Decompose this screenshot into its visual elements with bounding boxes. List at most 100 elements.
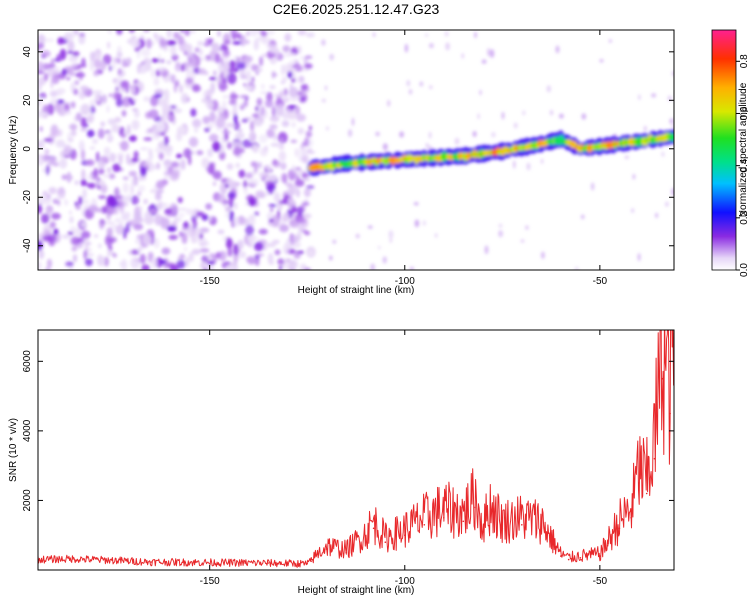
noise-speckle — [273, 192, 281, 203]
noise-speckle — [38, 76, 47, 86]
noise-speckle — [293, 252, 301, 259]
noise-speckle — [288, 194, 293, 204]
noise-speckle — [106, 195, 116, 206]
noise-speckle — [157, 152, 165, 160]
noise-speckle — [209, 76, 217, 81]
noise-speckle — [520, 239, 525, 243]
noise-speckle — [300, 147, 309, 156]
noise-speckle — [47, 103, 55, 116]
noise-speckle — [120, 195, 129, 205]
noise-speckle — [115, 98, 123, 107]
noise-speckle — [285, 181, 293, 188]
noise-speckle — [87, 174, 93, 181]
noise-speckle — [63, 144, 72, 154]
noise-speckle — [126, 57, 132, 66]
snr-y-ticks: 2000 4000 6000 — [22, 350, 674, 512]
noise-speckle — [116, 30, 123, 35]
noise-speckle — [291, 78, 296, 83]
noise-speckle — [294, 167, 302, 171]
noise-speckle — [226, 142, 232, 150]
noise-speckle — [99, 61, 107, 71]
spectrogram-panel: -150 -100 -50 -40 -20 0 20 40 Height of straig… — [8, 29, 675, 296]
noise-speckle — [651, 93, 657, 98]
snr-data-point — [474, 506, 476, 509]
noise-speckle — [194, 47, 200, 53]
noise-speckle — [243, 100, 248, 107]
noise-speckle — [410, 266, 414, 270]
noise-speckle — [140, 48, 151, 57]
noise-speckle — [292, 164, 295, 174]
noise-speckle — [223, 39, 231, 46]
noise-speckle — [254, 211, 260, 216]
noise-speckle — [332, 239, 337, 244]
noise-speckle — [284, 88, 288, 96]
noise-speckle — [115, 224, 125, 235]
y-tick-label: 20 — [22, 94, 33, 106]
noise-speckle — [80, 127, 88, 132]
noise-speckle — [274, 249, 281, 256]
noise-speckle — [297, 95, 301, 102]
noise-speckle — [290, 139, 298, 143]
noise-speckle — [121, 87, 126, 93]
noise-speckle — [283, 173, 287, 185]
noise-speckle — [69, 216, 74, 224]
noise-speckle — [669, 118, 674, 124]
noise-speckle — [166, 40, 177, 46]
noise-speckle — [243, 83, 247, 87]
noise-speckle — [217, 114, 226, 121]
noise-speckle — [541, 158, 544, 164]
noise-speckle — [291, 206, 298, 214]
noise-speckle — [292, 64, 297, 69]
noise-speckle — [38, 34, 46, 46]
x-tick-label: -100 — [395, 276, 415, 287]
noise-speckle — [170, 44, 177, 56]
noise-speckle — [106, 227, 113, 236]
noise-speckle — [266, 30, 276, 35]
snr-data-point — [501, 527, 504, 530]
snr-x-axis-label: Height of straight line (km) — [298, 585, 415, 596]
noise-speckle — [208, 133, 219, 142]
noise-speckle — [68, 210, 72, 215]
noise-speckle — [172, 108, 183, 114]
noise-speckle — [291, 121, 296, 128]
noise-speckle — [112, 60, 117, 71]
noise-speckle — [270, 207, 274, 213]
noise-speckle — [173, 81, 177, 93]
snr-data-point — [669, 412, 671, 415]
noise-speckle — [103, 146, 111, 157]
noise-speckle — [429, 85, 433, 89]
noise-speckle — [225, 58, 229, 68]
noise-speckle — [266, 184, 276, 191]
noise-speckle — [233, 121, 240, 131]
noise-speckle — [667, 95, 672, 102]
noise-speckle — [268, 203, 277, 208]
noise-speckle — [42, 235, 52, 242]
snr-frame — [37, 329, 675, 571]
noise-speckle — [126, 124, 131, 135]
noise-speckle — [117, 68, 122, 75]
noise-speckle — [282, 112, 290, 120]
noise-speckle — [80, 230, 91, 239]
noise-speckle — [149, 151, 153, 161]
noise-speckle — [82, 188, 87, 200]
noise-speckle — [225, 237, 233, 250]
noise-speckle — [170, 74, 176, 84]
noise-speckle — [88, 204, 99, 213]
noise-speckle — [68, 175, 73, 180]
noise-speckle — [180, 64, 186, 72]
y-tick-label: 40 — [22, 46, 33, 58]
noise-speckle — [258, 228, 268, 235]
noise-speckle — [121, 58, 127, 68]
noise-speckle — [141, 264, 150, 270]
noise-speckle — [197, 237, 207, 245]
noise-speckle — [280, 162, 287, 171]
noise-speckle — [192, 220, 198, 229]
snr-data-point — [267, 562, 270, 564]
noise-speckle — [177, 207, 188, 211]
noise-speckle — [150, 257, 158, 269]
noise-speckle — [348, 129, 353, 138]
noise-speckle — [102, 174, 110, 178]
noise-speckle — [38, 157, 43, 165]
noise-speckle — [272, 239, 280, 244]
noise-speckle — [75, 205, 81, 210]
